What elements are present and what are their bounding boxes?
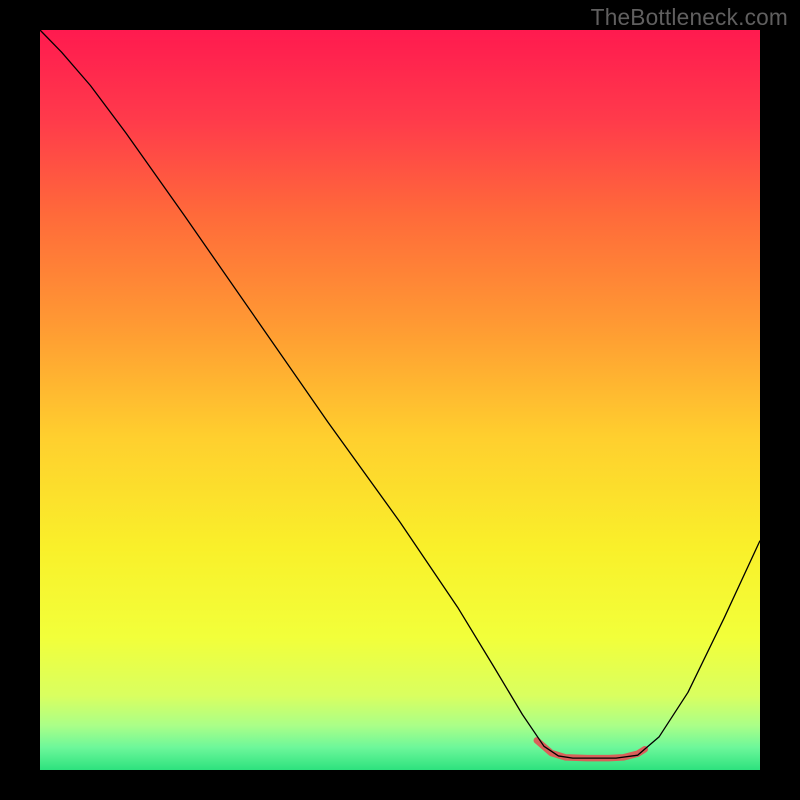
chart-svg xyxy=(0,0,800,800)
plot-gradient-background xyxy=(40,30,760,770)
watermark-text: TheBottleneck.com xyxy=(591,4,788,31)
chart-container: TheBottleneck.com xyxy=(0,0,800,800)
